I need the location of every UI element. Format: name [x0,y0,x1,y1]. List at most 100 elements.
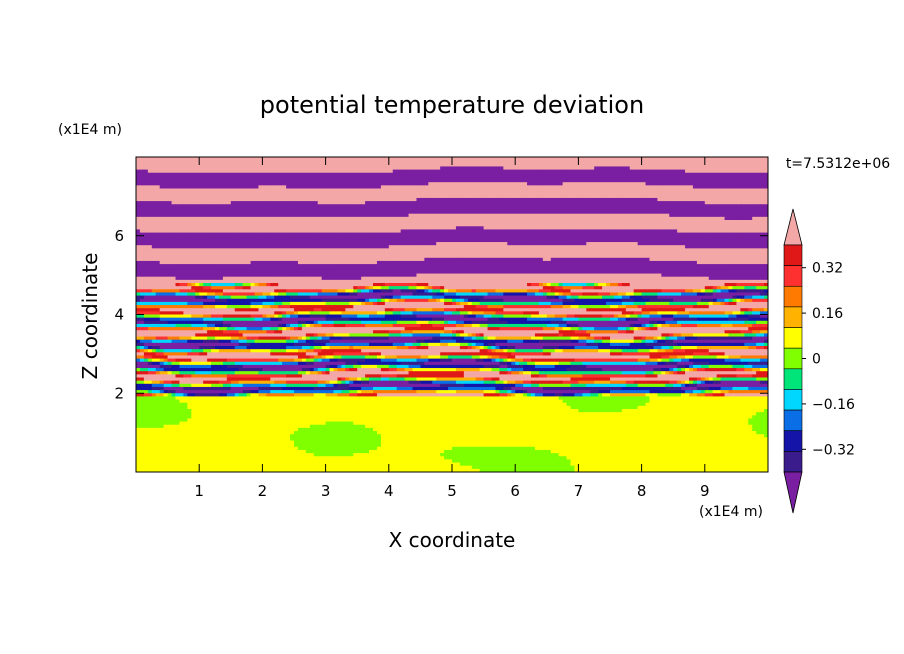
heatmap-cell [191,251,196,256]
heatmap-cell [515,185,520,189]
heatmap-cell [653,220,658,224]
heatmap-cell [748,169,753,174]
heatmap-cell [499,213,504,218]
heatmap-cell [677,188,682,193]
heatmap-cell [677,220,682,224]
heatmap-cell [503,179,508,183]
heatmap-cell [155,223,161,227]
heatmap-cell [499,157,504,161]
heatmap-cell [538,185,544,189]
heatmap-cell [266,232,271,237]
heatmap-cell [598,169,603,174]
heatmap-cell [376,238,382,243]
heatmap-cell [475,169,481,174]
heatmap-cell [199,204,204,208]
heatmap-cell [238,251,244,256]
heatmap-cell [574,248,579,252]
heatmap-cell [191,235,196,240]
heatmap-cell [432,201,437,205]
heatmap-cell [681,172,686,177]
heatmap-cell [151,238,157,243]
heatmap-cell [685,235,690,240]
heatmap-cell [408,188,413,193]
heatmap-cell [384,157,390,161]
heatmap-cell [542,197,548,202]
heatmap-cell [515,175,520,180]
heatmap-cell [487,175,492,180]
heatmap-cell [700,213,706,218]
heatmap-cell [491,223,496,227]
heatmap-cell [290,201,295,205]
heatmap-cell [151,232,157,237]
heatmap-cell [689,185,694,189]
heatmap-cell [396,194,402,199]
heatmap-cell [606,238,611,243]
heatmap-cell [254,182,259,186]
heatmap-cell [333,201,338,205]
heatmap-cell [696,175,702,180]
heatmap-cell [325,191,331,196]
heatmap-cell [574,204,579,208]
heatmap-cell [286,179,291,183]
heatmap-cell [566,197,571,202]
heatmap-cell [657,216,662,221]
heatmap-cell [361,226,366,230]
heatmap-cell [211,175,216,180]
heatmap-cell [507,213,512,218]
heatmap-cell [744,157,749,161]
heatmap-cell [704,188,710,193]
heatmap-cell [542,207,548,212]
heatmap-cell [515,172,520,177]
heatmap-cell [369,185,374,189]
heatmap-cell [732,204,737,208]
heatmap-cell [278,163,283,167]
heatmap-cell [139,197,145,202]
heatmap-cell [610,188,615,193]
heatmap-cell [329,232,334,237]
heatmap-cell [428,207,433,212]
heatmap-cell [143,216,149,221]
heatmap-cell [716,182,722,186]
heatmap-cell [404,235,410,240]
heatmap-cell [467,169,473,174]
heatmap-cell [317,220,323,224]
heatmap-cell [677,166,682,171]
heatmap-cell [459,169,465,174]
heatmap-cell [606,229,611,234]
heatmap-cell [309,207,315,212]
heatmap-cell [499,216,504,221]
heatmap-cell [143,232,149,237]
heatmap-cell [681,201,686,205]
heatmap-cell [602,182,607,186]
heatmap-cell [463,220,469,224]
heatmap-cell [712,204,718,208]
heatmap-cell [195,166,200,171]
heatmap-cell [195,210,200,215]
heatmap-cell [586,169,591,174]
heatmap-cell [151,191,157,196]
heatmap-cell [274,207,279,212]
heatmap-cell [408,179,413,183]
heatmap-cell [534,213,540,218]
heatmap-cell [361,157,366,161]
heatmap-cell [175,172,180,177]
heatmap-cell [511,248,516,252]
heatmap-cell [610,179,615,183]
heatmap-cell [380,216,386,221]
heatmap-cell [408,169,413,174]
heatmap-cell [242,251,248,256]
heatmap-cell [483,160,489,164]
heatmap-cell [278,248,283,252]
heatmap-cell [215,226,220,230]
heatmap-cell [305,169,311,174]
heatmap-cell [720,191,726,196]
heatmap-cell [617,251,623,256]
heatmap-cell [254,201,259,205]
heatmap-cell [685,238,690,243]
heatmap-cell [412,213,417,218]
heatmap-cell [254,163,259,167]
heatmap-cell [444,163,449,167]
heatmap-cell [230,188,236,193]
heatmap-cell [661,210,666,215]
